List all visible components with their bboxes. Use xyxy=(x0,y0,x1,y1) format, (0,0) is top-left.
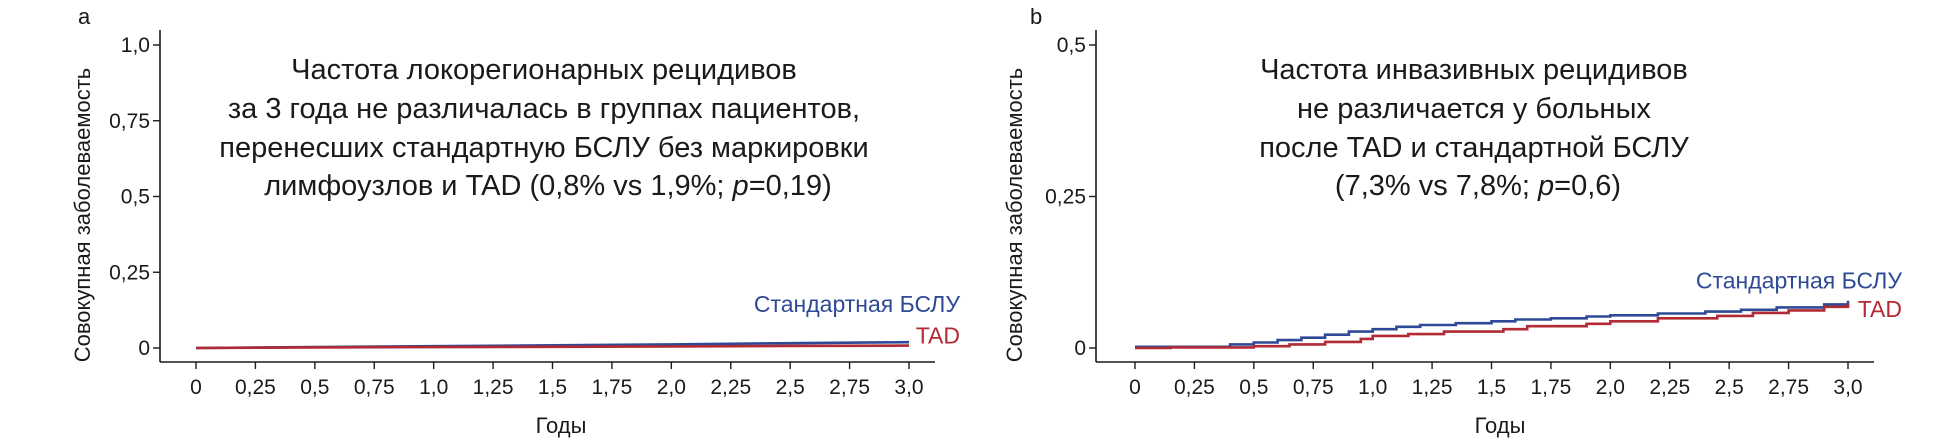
x-tick-label: 2,0 xyxy=(657,376,686,399)
panel-b: b 0 0,25 0,5 0 0,25 0,5 0,75 1,0 1,25 1,5 1,75 2,0 2… xyxy=(1002,4,1902,438)
series-line-tad xyxy=(195,344,910,350)
x-tick-label: 2,5 xyxy=(1715,376,1744,399)
x-tick-label: 0,5 xyxy=(1239,376,1268,399)
panel-b-annotation-line-3: после TAD и стандартной БСЛУ xyxy=(1259,132,1689,164)
series-label-tad: TAD xyxy=(916,323,960,349)
x-tick-label: 0,75 xyxy=(1293,376,1334,399)
x-tick-label: 2,5 xyxy=(776,376,805,399)
panel-b-annotation-line-4-end: =0,6) xyxy=(1554,170,1621,202)
x-tick-label: 0,5 xyxy=(300,376,329,399)
panel-b-annotation-line-1: Частота инвазивных рецидивов xyxy=(1260,54,1688,86)
panel-a-annotation-p: p xyxy=(732,170,749,202)
y-tick-label: 0 xyxy=(1074,337,1086,360)
panel-b-ylabel: Совокупная заболеваемость xyxy=(1002,68,1027,363)
y-tick-label: 0,5 xyxy=(121,186,150,209)
x-tick-label: 1,0 xyxy=(419,376,448,399)
panel-a: a 0 0,25 0,5 0,75 1,0 0 0,25 0,5 0,75 1,0 1,25 1,5 1… xyxy=(70,4,960,438)
x-tick-label: 1,0 xyxy=(1358,376,1387,399)
x-tick-label: 2,25 xyxy=(710,376,751,399)
x-tick-label: 1,5 xyxy=(1477,376,1506,399)
x-tick-label: 2,25 xyxy=(1649,376,1690,399)
x-tick-label: 1,75 xyxy=(591,376,632,399)
panel-a-axes: 0 0,25 0,5 0,75 1,0 0 0,25 0,5 0,75 1,0 1,25 1,5 1,7… xyxy=(109,30,935,399)
x-tick-label: 3,0 xyxy=(894,376,923,399)
panel-b-axes: 0 0,25 0,5 0 0,25 0,5 0,75 1,0 1,25 1,5 1,75 2,0 2,2… xyxy=(1045,30,1874,399)
series-label-standard: Стандартная БСЛУ xyxy=(1696,268,1903,294)
x-tick-label: 1,75 xyxy=(1530,376,1571,399)
panel-a-annotation-line-4-start: лимфоузлов и TAD (0,8% vs 1,9%; xyxy=(264,170,732,202)
panel-a-annotation-line-3: перенесших стандартную БСЛУ без маркиров… xyxy=(219,132,868,164)
panel-b-letter: b xyxy=(1030,4,1042,29)
x-tick-label: 1,25 xyxy=(473,376,514,399)
series-label-standard: Стандартная БСЛУ xyxy=(754,291,961,317)
series-label-tad: TAD xyxy=(1858,296,1902,322)
x-tick-label: 2,75 xyxy=(1768,376,1809,399)
y-tick-label: 0 xyxy=(138,337,150,360)
x-tick-label: 3,0 xyxy=(1833,376,1862,399)
x-tick-label: 0 xyxy=(190,376,202,399)
panel-b-annotation-line-4: (7,3% vs 7,8%; p=0,6) xyxy=(1335,170,1621,202)
x-tick-label: 0,25 xyxy=(1174,376,1215,399)
y-tick-label: 1,0 xyxy=(121,34,150,57)
y-tick-label: 0,75 xyxy=(109,110,150,133)
panel-a-series: Стандартная БСЛУ TAD xyxy=(195,291,961,350)
y-tick-label: 0,25 xyxy=(109,261,150,284)
x-tick-label: 2,75 xyxy=(829,376,870,399)
y-tick-label: 0,25 xyxy=(1045,186,1086,209)
panel-a-xlabel: Годы xyxy=(536,413,587,438)
x-tick-label: 1,25 xyxy=(1412,376,1453,399)
series-line-tad xyxy=(1135,303,1850,350)
panel-a-annotation-line-4-end: =0,19) xyxy=(749,170,832,202)
panel-b-xlabel: Годы xyxy=(1475,413,1526,438)
panel-b-annotation-line-2: не различается у больных xyxy=(1297,93,1651,125)
y-tick-label: 0,5 xyxy=(1057,34,1086,57)
panel-a-annotation-line-1: Частота локорегионарных рецидивов xyxy=(291,54,797,86)
x-tick-label: 2,0 xyxy=(1596,376,1625,399)
x-tick-label: 0,75 xyxy=(354,376,395,399)
panel-a-letter: a xyxy=(78,4,91,29)
panel-b-annotation-line-4-start: (7,3% vs 7,8%; xyxy=(1335,170,1538,202)
panel-a-annotation-line-2: за 3 года не различалась в группах пацие… xyxy=(228,93,860,125)
panel-b-annotation-p: p xyxy=(1537,170,1554,202)
panel-a-annotation: Частота локорегионарных рецидивов за 3 г… xyxy=(219,54,877,202)
panel-a-ylabel: Совокупная заболеваемость xyxy=(70,68,95,363)
x-tick-label: 0 xyxy=(1129,376,1141,399)
x-tick-label: 1,5 xyxy=(538,376,567,399)
panel-a-annotation-line-4: лимфоузлов и TAD (0,8% vs 1,9%; p=0,19) xyxy=(264,170,831,202)
series-line-standard xyxy=(1135,300,1850,349)
x-tick-label: 0,25 xyxy=(235,376,276,399)
panel-b-annotation: Частота инвазивных рецидивов не различае… xyxy=(1259,54,1697,202)
